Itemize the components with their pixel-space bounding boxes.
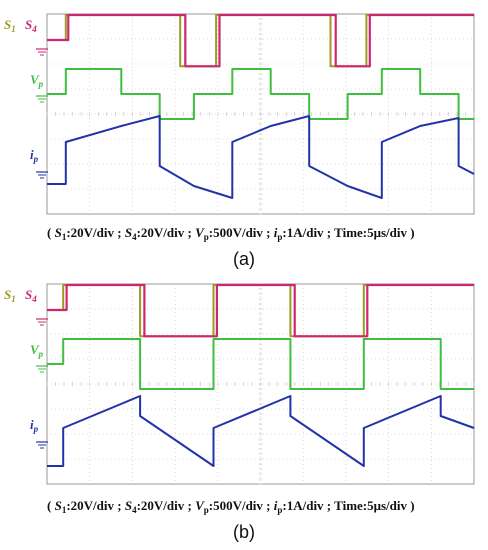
vp-trace xyxy=(47,68,474,120)
s4-trace xyxy=(47,283,474,338)
scope-grid xyxy=(46,283,475,485)
panel-label: (b) xyxy=(233,522,255,542)
panel-label: (a) xyxy=(233,249,255,269)
s1-channel-label: S1 xyxy=(4,17,16,34)
scope-panel: S1 S4 Vp ip ( S1:20V/div ; S4:20V/div ; Vp:5… xyxy=(4,283,475,542)
vp-trace xyxy=(47,338,474,390)
ip-trace xyxy=(47,395,475,467)
ground-marker-icon xyxy=(36,48,48,56)
ip-channel-label: ip xyxy=(30,147,39,164)
ground-marker-icon xyxy=(36,95,48,103)
ground-marker-icon xyxy=(36,365,48,373)
scope-panel: S1 S4 Vp ip ( S1:20V/div ; S4:20V/div ; Vp:5… xyxy=(4,13,475,269)
vp-channel-label: Vp xyxy=(30,72,44,89)
scale-caption: ( S1:20V/div ; S4:20V/div ; Vp:500V/div … xyxy=(47,225,415,242)
ip-trace xyxy=(47,115,475,199)
scale-caption: ( S1:20V/div ; S4:20V/div ; Vp:500V/div … xyxy=(47,498,415,515)
s4-channel-label: S4 xyxy=(25,17,37,34)
ground-marker-icon xyxy=(36,318,48,326)
s1-channel-label: S1 xyxy=(4,287,16,304)
scope-grid xyxy=(46,13,475,215)
ip-channel-label: ip xyxy=(30,417,39,434)
ground-marker-icon xyxy=(36,441,48,449)
s1-trace xyxy=(47,14,474,68)
s1-trace xyxy=(47,284,474,338)
s4-channel-label: S4 xyxy=(25,287,37,304)
s4-trace xyxy=(47,13,474,68)
ground-marker-icon xyxy=(36,171,48,179)
vp-channel-label: Vp xyxy=(30,342,44,359)
